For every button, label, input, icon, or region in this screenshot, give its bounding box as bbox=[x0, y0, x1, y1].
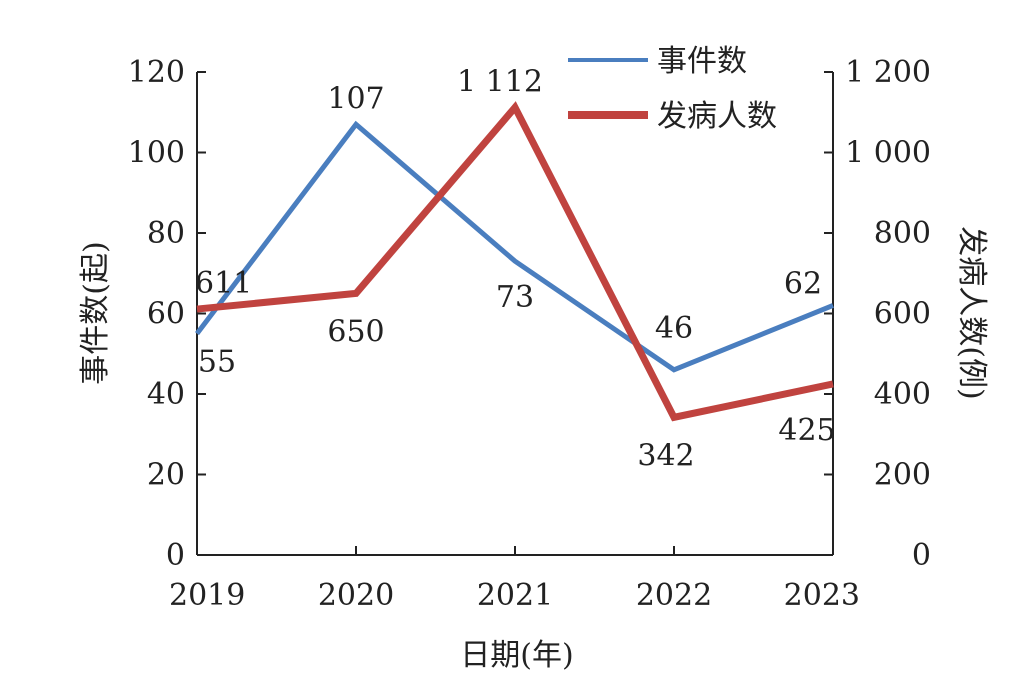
data-labels: 55 107 73 46 62 611 650 1 112 342 425 bbox=[195, 64, 836, 473]
legend-label-event-count: 事件数 bbox=[657, 44, 747, 79]
right-axis-ticks: 0 200 400 600 800 1 000 1 200 bbox=[824, 55, 931, 573]
series-layer bbox=[195, 101, 834, 422]
x-tick-label: 2023 bbox=[784, 578, 860, 613]
left-tick-label: 0 bbox=[166, 538, 185, 573]
left-tick-label: 120 bbox=[128, 55, 185, 90]
x-tick-label: 2021 bbox=[477, 578, 553, 613]
x-tick-label: 2022 bbox=[636, 578, 712, 613]
data-label-event-count: 73 bbox=[496, 280, 534, 315]
right-axis-title: 发病人数(例) bbox=[954, 226, 989, 399]
left-tick-label: 20 bbox=[147, 458, 185, 493]
data-label-event-count: 46 bbox=[655, 311, 693, 346]
right-tick-label: 0 bbox=[912, 538, 931, 573]
left-axis-ticks: 0 20 40 60 80 100 120 bbox=[128, 55, 206, 573]
data-label-event-count: 62 bbox=[784, 266, 822, 301]
left-tick-label: 40 bbox=[147, 377, 185, 412]
data-label-cases: 425 bbox=[778, 413, 835, 448]
data-label-cases: 650 bbox=[327, 314, 384, 349]
data-label-event-count: 107 bbox=[327, 81, 384, 116]
right-tick-label: 1 200 bbox=[845, 55, 931, 90]
data-label-event-count: 55 bbox=[198, 345, 236, 380]
right-tick-label: 600 bbox=[874, 297, 931, 332]
x-axis-title: 日期(年) bbox=[460, 638, 573, 673]
series-line-cases bbox=[196, 101, 834, 422]
right-tick-label: 800 bbox=[874, 216, 931, 251]
x-axis-ticks: 2019 2020 2021 2022 2023 bbox=[169, 546, 860, 613]
x-tick-label: 2019 bbox=[169, 578, 245, 613]
data-label-cases: 611 bbox=[195, 266, 252, 301]
data-label-cases: 1 112 bbox=[457, 64, 543, 99]
x-tick-label: 2020 bbox=[318, 578, 394, 613]
legend: 事件数 发病人数 bbox=[568, 44, 777, 134]
right-tick-label: 1 000 bbox=[845, 136, 931, 171]
right-tick-label: 400 bbox=[874, 377, 931, 412]
left-axis-title: 事件数(起) bbox=[78, 241, 113, 384]
series-line-event-count bbox=[195, 120, 834, 373]
right-tick-label: 200 bbox=[874, 458, 931, 493]
left-tick-label: 80 bbox=[147, 216, 185, 251]
legend-label-cases: 发病人数 bbox=[657, 99, 777, 134]
data-label-cases: 342 bbox=[637, 438, 694, 473]
left-tick-label: 100 bbox=[128, 136, 185, 171]
left-tick-label: 60 bbox=[147, 297, 185, 332]
